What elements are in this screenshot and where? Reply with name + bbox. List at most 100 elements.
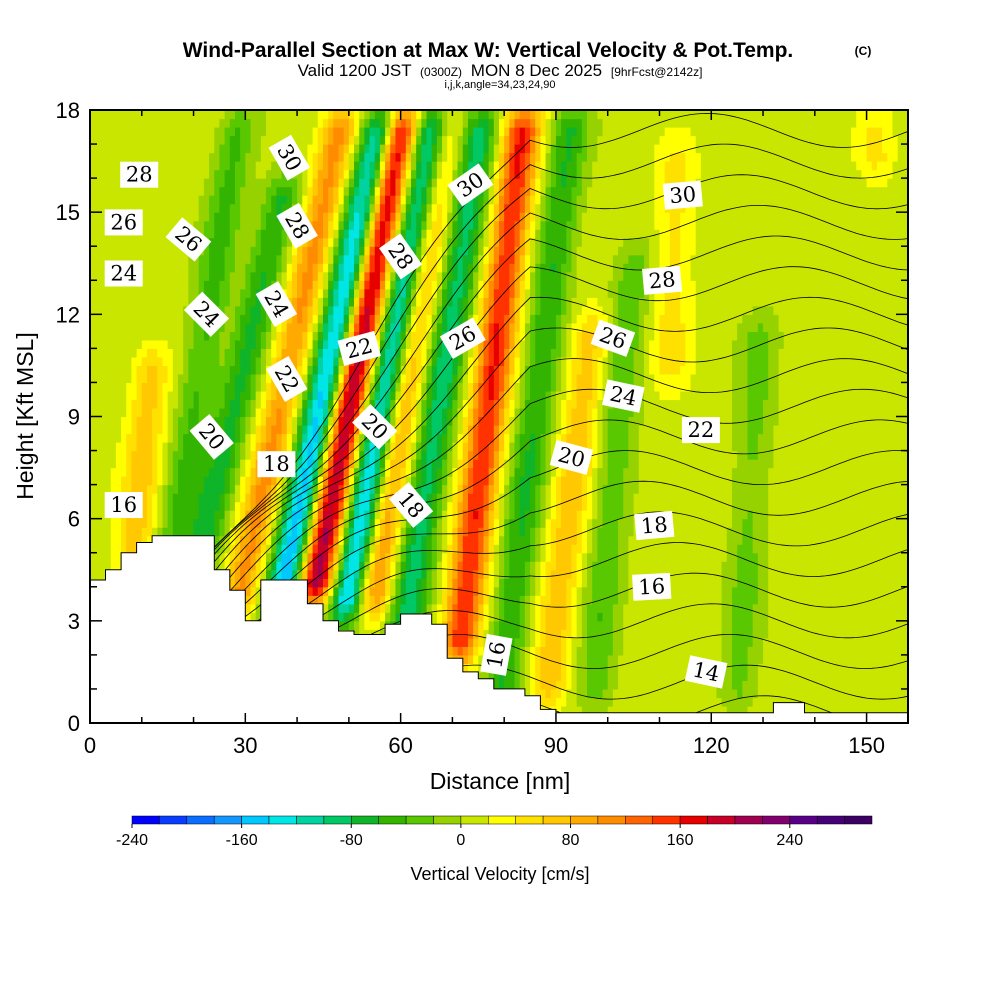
field-cell bbox=[410, 595, 417, 605]
field-cell bbox=[110, 365, 117, 375]
field-cell bbox=[214, 229, 221, 239]
field-cell bbox=[286, 186, 293, 196]
field-cell bbox=[364, 305, 371, 315]
field-cell bbox=[322, 535, 329, 545]
field-cell bbox=[255, 433, 262, 443]
field-cell bbox=[374, 595, 381, 605]
field-cell bbox=[245, 382, 252, 392]
field-cell bbox=[234, 348, 241, 358]
field-cell bbox=[271, 476, 277, 486]
field-cell bbox=[115, 544, 122, 554]
field-cell bbox=[255, 356, 262, 367]
field-cell bbox=[307, 186, 314, 196]
field-cell bbox=[333, 544, 340, 554]
field-cell bbox=[234, 552, 241, 562]
field-cell bbox=[421, 603, 428, 613]
field-cell bbox=[250, 535, 257, 545]
field-cell bbox=[333, 442, 340, 452]
field-cell bbox=[379, 135, 386, 145]
field-cell bbox=[431, 518, 438, 528]
field-cell bbox=[297, 246, 303, 256]
field-cell bbox=[421, 407, 428, 418]
field-cell bbox=[141, 476, 148, 486]
field-cell bbox=[317, 237, 324, 247]
field-cell bbox=[224, 552, 231, 562]
field-cell bbox=[297, 407, 303, 418]
field-cell bbox=[203, 229, 210, 239]
field-cell bbox=[416, 425, 422, 435]
field-cell bbox=[312, 476, 319, 486]
field-cell bbox=[90, 314, 96, 324]
field-cell bbox=[395, 450, 402, 460]
field-cell bbox=[385, 586, 391, 596]
field-cell bbox=[426, 493, 433, 503]
field-cell bbox=[178, 169, 184, 179]
field-cell bbox=[421, 271, 428, 281]
field-cell bbox=[328, 152, 334, 162]
field-cell bbox=[286, 280, 293, 290]
field-cell bbox=[260, 220, 267, 230]
field-cell bbox=[90, 135, 96, 145]
field-cell bbox=[436, 152, 443, 162]
field-cell bbox=[266, 280, 272, 290]
field-cell bbox=[359, 629, 365, 639]
field-cell bbox=[317, 510, 324, 520]
field-cell bbox=[410, 603, 417, 613]
field-cell bbox=[245, 586, 252, 596]
field-cell bbox=[312, 339, 319, 349]
field-cell bbox=[214, 237, 221, 247]
field-cell bbox=[410, 331, 417, 341]
field-cell bbox=[333, 476, 340, 486]
field-cell bbox=[405, 220, 412, 230]
field-cell bbox=[131, 527, 138, 537]
field-cell bbox=[105, 561, 112, 571]
field-cell bbox=[157, 356, 164, 367]
field-cell bbox=[178, 305, 184, 315]
field-cell bbox=[188, 254, 195, 264]
field-cell bbox=[291, 416, 298, 426]
field-cell bbox=[276, 484, 283, 494]
field-cell bbox=[426, 314, 433, 324]
field-cell bbox=[354, 510, 360, 520]
field-cell bbox=[188, 339, 195, 349]
field-cell bbox=[271, 390, 277, 401]
field-cell bbox=[338, 407, 345, 418]
field-cell bbox=[167, 220, 174, 230]
field-cell bbox=[343, 297, 350, 307]
field-cell bbox=[312, 544, 319, 554]
field-cell bbox=[390, 527, 397, 537]
field-cell bbox=[312, 110, 319, 120]
field-cell bbox=[146, 203, 153, 213]
field-cell bbox=[245, 322, 252, 332]
field-cell bbox=[193, 110, 200, 120]
field-cell bbox=[302, 297, 309, 307]
field-cell bbox=[214, 365, 221, 375]
field-cell bbox=[286, 416, 293, 426]
field-cell bbox=[162, 476, 169, 486]
field-cell bbox=[131, 450, 138, 460]
field-cell bbox=[431, 161, 438, 171]
field-cell bbox=[348, 118, 355, 128]
field-cell bbox=[390, 501, 397, 511]
field-cell bbox=[343, 578, 350, 588]
field-cell bbox=[297, 271, 303, 281]
field-cell bbox=[442, 442, 448, 452]
field-cell bbox=[234, 331, 241, 341]
field-cell bbox=[131, 331, 138, 341]
field-cell bbox=[322, 416, 329, 426]
field-cell bbox=[203, 178, 210, 188]
field-cell bbox=[354, 297, 360, 307]
field-cell bbox=[152, 237, 158, 247]
field-cell bbox=[322, 603, 329, 613]
field-cell bbox=[442, 399, 448, 409]
field-cell bbox=[359, 544, 365, 554]
field-cell bbox=[385, 484, 391, 494]
field-cell bbox=[297, 552, 303, 562]
field-cell bbox=[240, 118, 246, 128]
field-cell bbox=[364, 390, 371, 401]
field-cell bbox=[209, 280, 215, 290]
field-cell bbox=[172, 152, 179, 162]
field-cell bbox=[307, 425, 314, 435]
field-cell bbox=[240, 135, 246, 145]
field-cell bbox=[431, 586, 438, 596]
